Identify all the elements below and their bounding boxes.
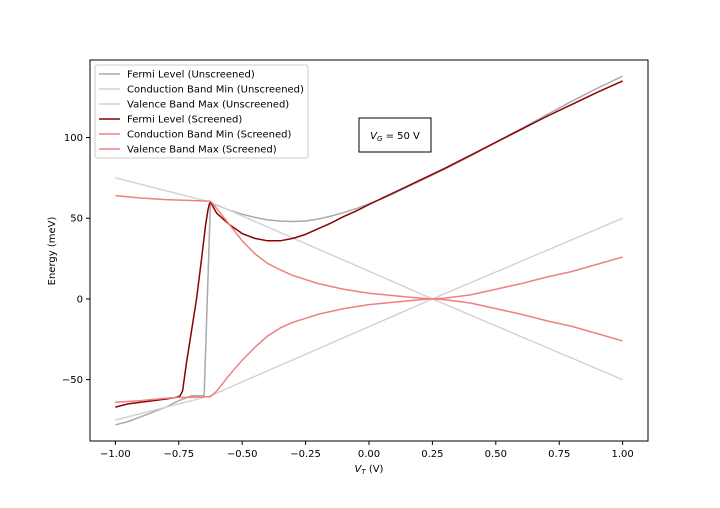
series-line-5	[115, 298, 623, 403]
x-tick-label: 0.50	[485, 449, 507, 460]
x-tick-label: 0.00	[358, 449, 380, 460]
series-line-1	[115, 177, 623, 300]
x-tick-label: 0.25	[421, 449, 443, 460]
legend: Fermi Level (Unscreened) Conduction Band …	[94, 64, 309, 159]
vg-annotation: VG = 50 V	[358, 117, 432, 153]
x-tick-label: 1.00	[612, 449, 634, 460]
annotation-rest: = 50 V	[382, 131, 420, 142]
legend-label: Valence Band Max (Unscreened)	[127, 100, 289, 111]
x-axis-label: VT (V)	[355, 464, 384, 476]
y-tick-label: −50	[62, 375, 83, 386]
y-axis-label: Energy (meV)	[47, 217, 58, 286]
annotation-sub: G	[377, 135, 383, 143]
legend-label: Conduction Band Min (Screened)	[127, 130, 292, 141]
y-tick-label: 100	[64, 133, 83, 144]
series-line-2	[115, 298, 623, 421]
legend-label: Fermi Level (Unscreened)	[127, 70, 255, 81]
y-tick-label: 0	[77, 294, 83, 305]
x-tick-label: −0.50	[227, 449, 258, 460]
axis-ticks-layer: −1.00 −0.75 −0.50 −0.25 0.00 0.25 0.50 0.75 1.00…	[62, 133, 634, 460]
svg-text:VG = 50 V: VG = 50 V	[370, 131, 420, 143]
series-line-3	[115, 80, 623, 408]
y-tick-label: 50	[70, 214, 83, 225]
x-tick-label: −0.75	[163, 449, 194, 460]
legend-label: Conduction Band Min (Unscreened)	[127, 85, 304, 96]
legend-frame	[94, 64, 309, 159]
series-line-4	[115, 194, 623, 300]
x-tick-label: 0.75	[548, 449, 570, 460]
x-tick-label: −1.00	[100, 449, 131, 460]
x-tick-label: −0.25	[290, 449, 321, 460]
series-lines-layer	[115, 75, 623, 426]
annotation-main: V	[370, 131, 378, 142]
legend-label: Valence Band Max (Screened)	[127, 145, 277, 156]
legend-label: Fermi Level (Screened)	[127, 115, 242, 126]
